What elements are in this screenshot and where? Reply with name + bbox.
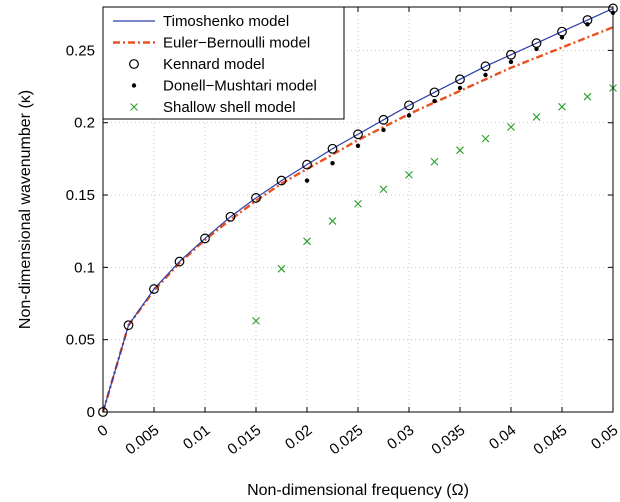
legend-swatch: [132, 83, 136, 87]
legend-label: Timoshenko model: [163, 13, 289, 30]
data-point: [560, 35, 564, 39]
data-point: [458, 86, 462, 90]
y-tick-label: 0.1: [74, 259, 95, 276]
data-point: [330, 161, 334, 165]
data-point: [381, 128, 385, 132]
data-point: [509, 60, 513, 64]
legend-label: Donell−Mushtari model: [163, 78, 317, 95]
y-axis-label: Non-dimensional wavenumber (κ): [17, 90, 34, 329]
data-point: [356, 144, 360, 148]
legend-label: Euler−Bernoulli model: [163, 35, 310, 52]
y-tick-label: 0.2: [74, 115, 95, 132]
data-point: [534, 47, 538, 51]
data-point: [305, 178, 309, 182]
legend: Timoshenko model Euler−Bernoulli model Ken…: [103, 7, 344, 119]
data-point: [432, 99, 436, 103]
data-point: [483, 73, 487, 77]
x-axis-label: Non-dimensional frequency (Ω): [247, 482, 469, 499]
y-tick-label: 0.25: [66, 42, 95, 59]
data-point: [407, 113, 411, 117]
y-tick-label: 0: [87, 404, 95, 421]
data-point: [585, 22, 589, 26]
legend-label: Kennard model: [163, 56, 265, 73]
legend-label: Shallow shell model: [163, 99, 296, 116]
y-tick-label: 0.15: [66, 187, 95, 204]
y-tick-label: 0.05: [66, 332, 95, 349]
